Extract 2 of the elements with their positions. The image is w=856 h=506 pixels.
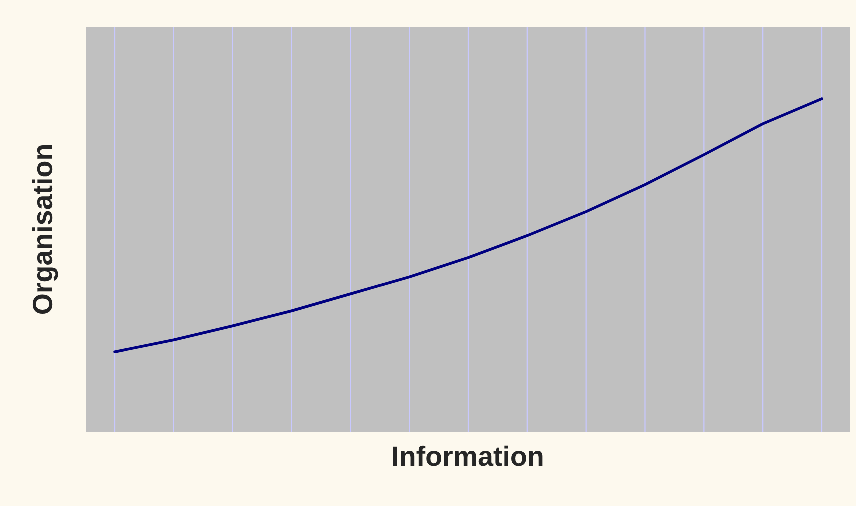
- x-axis-title: Information: [393, 446, 543, 466]
- y-axis-title: Organisation: [32, 146, 58, 314]
